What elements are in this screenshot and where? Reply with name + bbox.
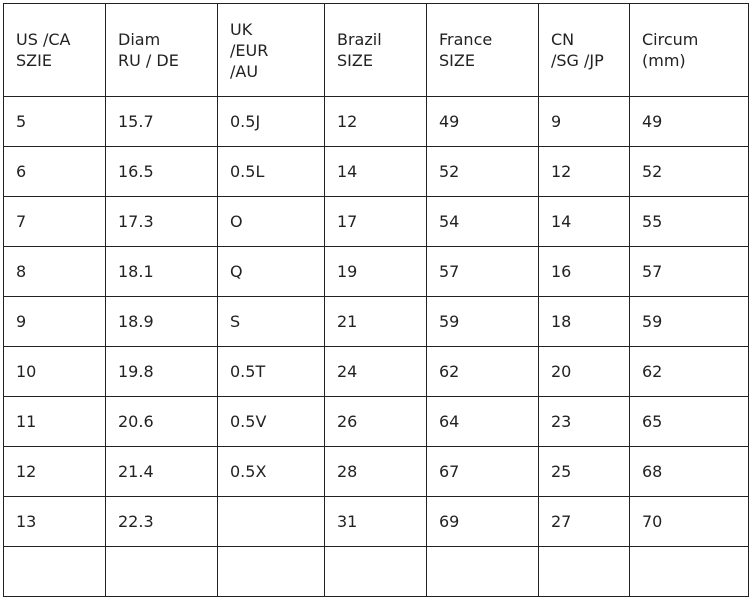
table-cell: 28: [324, 446, 427, 497]
table-cell: 70: [629, 496, 749, 547]
table-cell: [324, 546, 427, 597]
table-cell: 12: [324, 96, 427, 147]
table-cell: 65: [629, 396, 749, 447]
table-cell: 12: [3, 446, 106, 497]
table-row: 9 18.9 S 21 59 18 59: [3, 296, 749, 347]
table-cell: 67: [426, 446, 539, 497]
table-cell: 22.3: [105, 496, 218, 547]
table-cell: 19.8: [105, 346, 218, 397]
table-cell: 0.5X: [217, 446, 325, 497]
table-cell: 49: [629, 96, 749, 147]
table-cell: 6: [3, 146, 106, 197]
table-cell: 52: [629, 146, 749, 197]
table-cell: 8: [3, 246, 106, 297]
table-cell: [3, 546, 106, 597]
table-cell: 31: [324, 496, 427, 547]
table-cell: 20.6: [105, 396, 218, 447]
table-cell: 0.5L: [217, 146, 325, 197]
table-row: 11 20.6 0.5V 26 64 23 65: [3, 396, 749, 447]
table-cell: 59: [629, 296, 749, 347]
table-cell: 18: [538, 296, 630, 347]
table-cell: 17.3: [105, 196, 218, 247]
table-cell: 17: [324, 196, 427, 247]
table-cell: 5: [3, 96, 106, 147]
header-row: US /CA SZIE Diam RU / DE UK /EUR /AU Bra…: [3, 3, 749, 97]
table-cell: [538, 546, 630, 597]
table-cell: 24: [324, 346, 427, 397]
table-cell: 21: [324, 296, 427, 347]
header-uk: UK /EUR /AU: [217, 3, 325, 97]
table-cell: 11: [3, 396, 106, 447]
table-cell: 55: [629, 196, 749, 247]
table-cell: [105, 546, 218, 597]
table-cell: 14: [538, 196, 630, 247]
table-row: 6 16.5 0.5L 14 52 12 52: [3, 146, 749, 197]
table-cell: 69: [426, 496, 539, 547]
table-cell: 62: [426, 346, 539, 397]
table-row: 10 19.8 0.5T 24 62 20 62: [3, 346, 749, 397]
table-cell: 7: [3, 196, 106, 247]
table-cell: 16: [538, 246, 630, 297]
table-cell: 9: [3, 296, 106, 347]
table-row: 8 18.1 Q 19 57 16 57: [3, 246, 749, 297]
table-cell: 0.5V: [217, 396, 325, 447]
table-cell: 26: [324, 396, 427, 447]
table-row: 13 22.3 31 69 27 70: [3, 496, 749, 547]
table-cell: 18.1: [105, 246, 218, 297]
header-circum: Circum (mm): [629, 3, 749, 97]
table-cell: S: [217, 296, 325, 347]
table-cell: 13: [3, 496, 106, 547]
table-cell: O: [217, 196, 325, 247]
table-row: 7 17.3 O 17 54 14 55: [3, 196, 749, 247]
table-cell: 9: [538, 96, 630, 147]
table-cell: 68: [629, 446, 749, 497]
header-us-ca: US /CA SZIE: [3, 3, 106, 97]
table-cell: 0.5J: [217, 96, 325, 147]
table-cell: 62: [629, 346, 749, 397]
table-cell: 14: [324, 146, 427, 197]
table-cell: 20: [538, 346, 630, 397]
table-cell: 21.4: [105, 446, 218, 497]
table-cell: 54: [426, 196, 539, 247]
table-cell: Q: [217, 246, 325, 297]
table-cell: 12: [538, 146, 630, 197]
table-cell: 0.5T: [217, 346, 325, 397]
table-cell: [629, 546, 749, 597]
table-cell: 18.9: [105, 296, 218, 347]
table-cell: 57: [426, 246, 539, 297]
header-brazil: Brazil SIZE: [324, 3, 427, 97]
table-cell: 23: [538, 396, 630, 447]
header-cn: CN /SG /JP: [538, 3, 630, 97]
ring-size-table: US /CA SZIE Diam RU / DE UK /EUR /AU Bra…: [3, 3, 749, 597]
table-cell: 16.5: [105, 146, 218, 197]
table-cell: 52: [426, 146, 539, 197]
table-cell: [217, 496, 325, 547]
table-row-partial: [3, 546, 749, 597]
table-cell: 57: [629, 246, 749, 297]
header-diam: Diam RU / DE: [105, 3, 218, 97]
table-cell: 64: [426, 396, 539, 447]
table-cell: 59: [426, 296, 539, 347]
header-france: France SIZE: [426, 3, 539, 97]
table-row: 12 21.4 0.5X 28 67 25 68: [3, 446, 749, 497]
table-row: 5 15.7 0.5J 12 49 9 49: [3, 96, 749, 147]
table-cell: 25: [538, 446, 630, 497]
table-cell: 15.7: [105, 96, 218, 147]
table-cell: 49: [426, 96, 539, 147]
table-cell: 19: [324, 246, 427, 297]
table-cell: 27: [538, 496, 630, 547]
table-cell: [426, 546, 539, 597]
table-cell: 10: [3, 346, 106, 397]
table-cell: [217, 546, 325, 597]
